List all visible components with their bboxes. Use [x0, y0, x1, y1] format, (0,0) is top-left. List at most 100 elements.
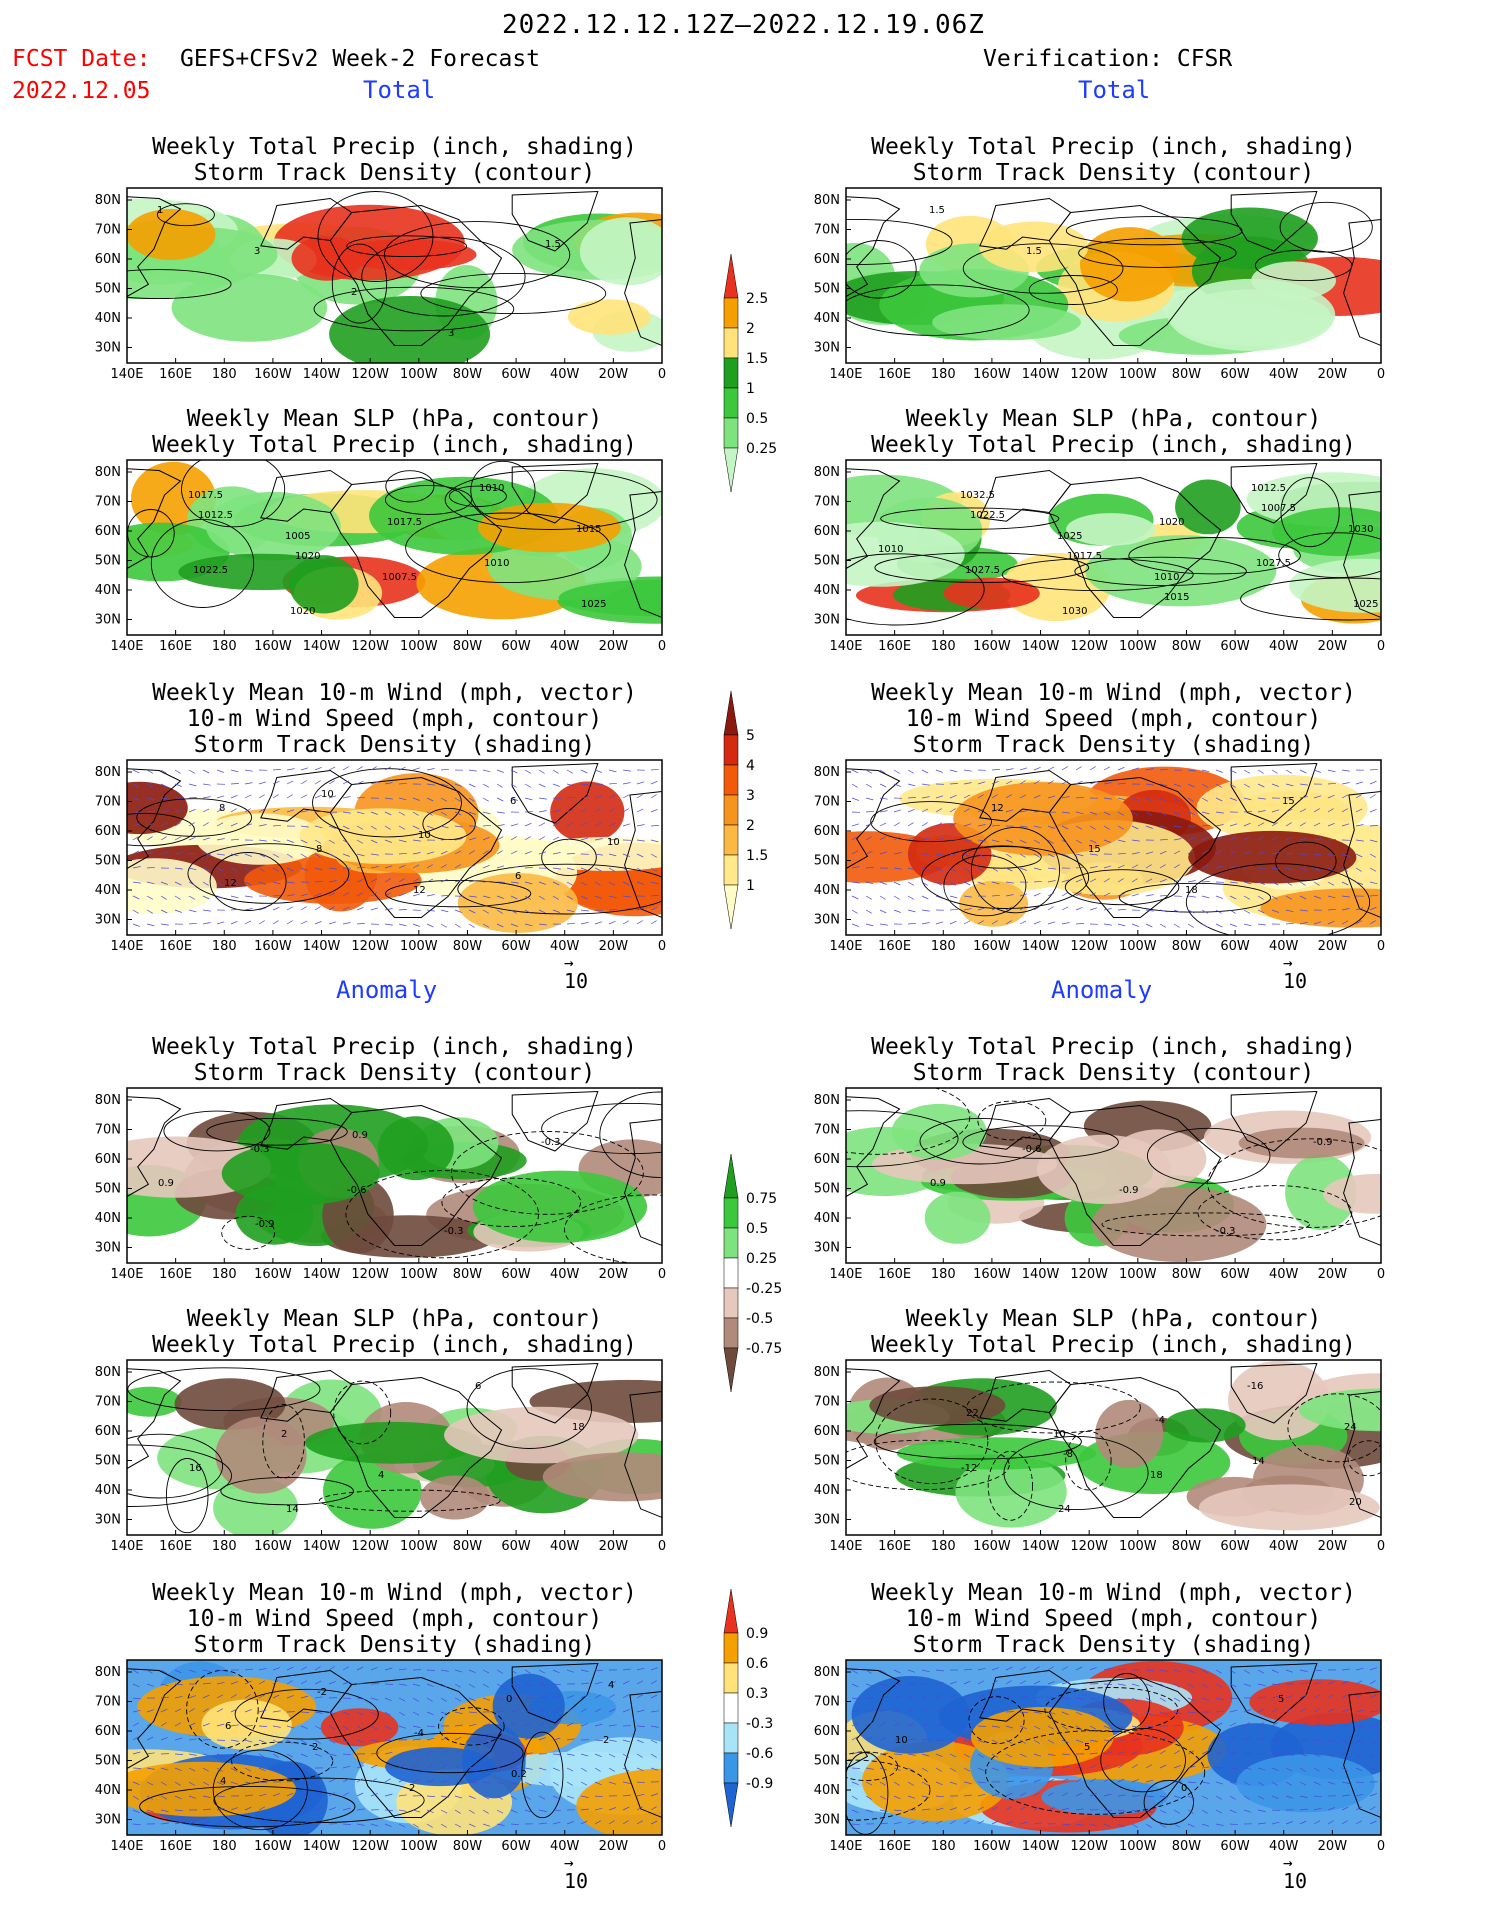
panel-title-line: Weekly Total Precip (inch, shading)	[871, 1034, 1356, 1060]
lat-label: 80N	[814, 1665, 840, 1680]
lon-label: 20W	[1318, 939, 1348, 954]
lat-label: 50N	[814, 1454, 840, 1469]
lon-label: 100W	[1119, 639, 1157, 654]
lon-label: 80W	[1172, 1539, 1202, 1554]
shading-area	[329, 296, 491, 363]
contour-label: 1030	[1348, 524, 1373, 535]
shading-area	[932, 304, 1081, 341]
shading-area	[1238, 1127, 1365, 1159]
contour-label: -0.9	[1313, 1137, 1333, 1148]
lon-label: 0	[1377, 367, 1385, 382]
lon-label: 180	[212, 1839, 237, 1854]
lon-label: 140W	[1022, 1267, 1060, 1282]
lon-label: 160E	[878, 367, 911, 382]
panel-title-line: Storm Track Density (shading)	[912, 732, 1315, 758]
lon-label: 40W	[550, 1539, 580, 1554]
lon-label: 160W	[254, 367, 292, 382]
panel-title-line: Weekly Total Precip (inch, shading)	[871, 1332, 1356, 1358]
shading-area	[457, 873, 578, 933]
lat-label: 70N	[814, 223, 840, 238]
lon-label: 120W	[351, 1539, 389, 1554]
lat-label: 40N	[95, 311, 121, 326]
lat-label: 50N	[95, 554, 121, 569]
lon-label: 40W	[1269, 1539, 1299, 1554]
lon-label: 20W	[599, 1267, 629, 1282]
lon-label: 60W	[501, 939, 531, 954]
lon-label: 160W	[973, 639, 1011, 654]
shading-area	[378, 1116, 454, 1181]
contour-label: 0.9	[352, 1130, 368, 1141]
panel-title-line: Weekly Mean SLP (hPa, contour)	[905, 1306, 1322, 1332]
lat-label: 70N	[814, 1123, 840, 1138]
lon-label: 20W	[1318, 1539, 1348, 1554]
lon-label: 20W	[599, 367, 629, 382]
lon-label: 0	[1377, 639, 1385, 654]
contour-label: 4	[378, 1470, 384, 1481]
lon-label: 0	[1377, 1839, 1385, 1854]
contour-label: 1007.5	[382, 572, 417, 583]
lon-label: 160E	[159, 1539, 192, 1554]
lat-label: 70N	[95, 1395, 121, 1410]
contour-label: 5	[1278, 1694, 1284, 1705]
lat-label: 30N	[814, 1241, 840, 1256]
lon-label: 160E	[878, 1539, 911, 1554]
contour-label: 18	[572, 1422, 585, 1433]
lat-label: 30N	[814, 1513, 840, 1528]
lon-label: 140W	[303, 939, 341, 954]
contour-label: -4	[1155, 1415, 1165, 1426]
panel-title-line: Storm Track Density (contour)	[193, 1060, 596, 1086]
lon-label: 140W	[1022, 1839, 1060, 1854]
contour-label: 16	[189, 1463, 202, 1474]
lat-label: 40N	[814, 583, 840, 598]
lon-label: 120W	[1070, 367, 1108, 382]
lat-label: 50N	[814, 854, 840, 869]
shading-area	[579, 217, 662, 286]
contour-label: 18	[1185, 885, 1198, 896]
panel-title-line: Weekly Mean 10-m Wind (mph, vector)	[871, 680, 1356, 706]
lat-label: 60N	[814, 252, 840, 267]
shading-area	[1085, 535, 1277, 607]
lon-label: 0	[658, 1539, 666, 1554]
lon-label: 120W	[351, 1267, 389, 1282]
contour-label: 15	[1282, 796, 1295, 807]
lon-label: 0	[1377, 1267, 1385, 1282]
lon-label: 0	[658, 939, 666, 954]
lat-label: 80N	[95, 1665, 121, 1680]
lat-label: 40N	[95, 1783, 121, 1798]
contour-label: 1025	[581, 599, 606, 610]
contour-label: 1.5	[929, 205, 945, 216]
contour-label: 6	[475, 1381, 481, 1392]
contour-label: 0	[506, 1694, 512, 1705]
contour-label: 2	[603, 1735, 609, 1746]
lat-label: 80N	[814, 1093, 840, 1108]
shading-area	[304, 1421, 482, 1464]
lon-label: 160E	[159, 1839, 192, 1854]
lat-label: 30N	[814, 913, 840, 928]
lon-label: 100W	[1119, 367, 1157, 382]
contour-label: 1012.5	[198, 510, 233, 521]
lat-label: 40N	[814, 1211, 840, 1226]
lat-label: 40N	[95, 583, 121, 598]
lat-label: 60N	[814, 524, 840, 539]
contour-label: -0.6	[1022, 1144, 1042, 1155]
lon-label: 20W	[1318, 1839, 1348, 1854]
shading-area	[558, 579, 662, 617]
contour-label: 12	[224, 878, 237, 889]
shading-area	[1002, 552, 1111, 622]
contour-label: 4	[608, 1680, 614, 1691]
panel-title-line: Weekly Total Precip (inch, shading)	[871, 134, 1356, 160]
lat-label: 60N	[95, 824, 121, 839]
shading-area	[1228, 1360, 1330, 1441]
lat-label: 60N	[95, 1152, 121, 1167]
lat-label: 40N	[814, 883, 840, 898]
contour-label: 10	[1053, 1429, 1066, 1440]
lon-label: 140E	[829, 1267, 862, 1282]
contour-label: 6	[510, 796, 516, 807]
shading-area	[1066, 513, 1156, 546]
lat-label: 30N	[95, 1813, 121, 1828]
lon-label: 180	[931, 639, 956, 654]
lon-label: 160W	[254, 1539, 292, 1554]
lon-label: 40W	[1269, 1267, 1299, 1282]
contour-label: 0	[1181, 1783, 1187, 1794]
contour-label: 1022.5	[193, 565, 228, 576]
